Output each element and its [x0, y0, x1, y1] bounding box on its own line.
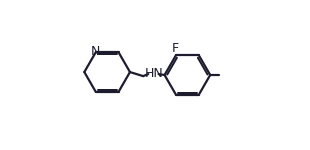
Text: F: F: [172, 42, 179, 55]
Text: HN: HN: [144, 67, 163, 80]
Text: N: N: [90, 45, 100, 58]
